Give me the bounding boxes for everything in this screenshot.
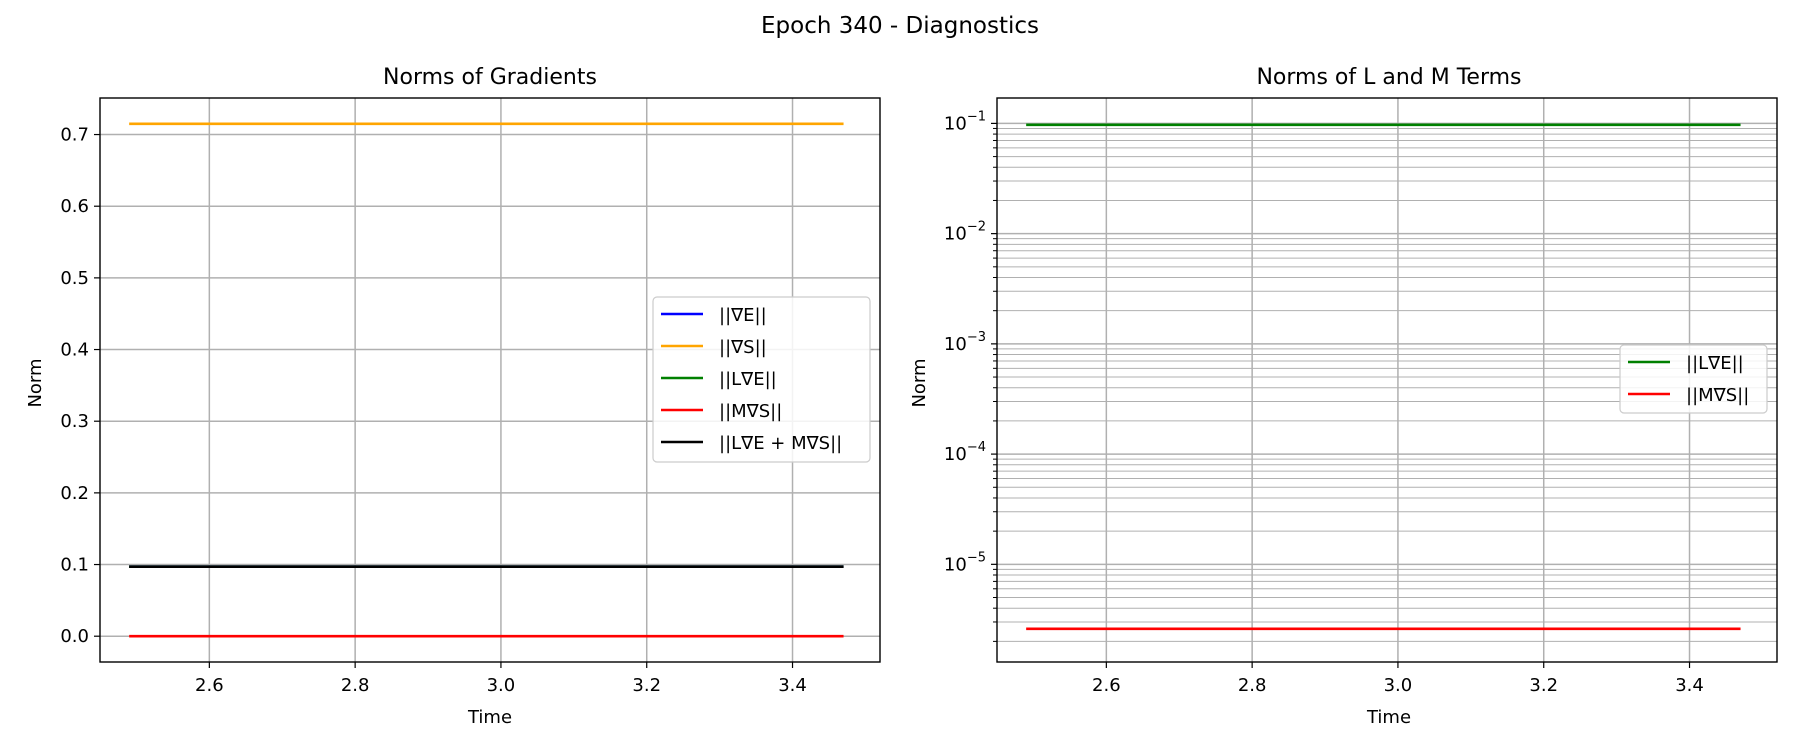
figure-suptitle: Epoch 340 - Diagnostics <box>761 13 1039 39</box>
y-tick-label: 0.3 <box>60 411 89 432</box>
y-tick-base: 10 <box>944 554 967 575</box>
x-tick-label: 2.6 <box>1092 675 1121 696</box>
panel-l-m-terms-title: Norms of L and M Terms <box>1256 65 1521 90</box>
legend-entry: ||∇S|| <box>719 337 767 358</box>
y-tick-base: 10 <box>944 334 967 355</box>
y-tick-exponent: −1 <box>967 109 986 124</box>
y-tick-label: 0.7 <box>60 125 89 146</box>
legend-entry: ||L∇E|| <box>719 369 777 390</box>
y-tick-label: 0.1 <box>60 555 89 576</box>
panel-l-m-terms-ylabel: Norm <box>909 358 930 407</box>
legend: ||∇E|| ||∇S|| ||L∇E|| ||M∇S|| ||L∇E + M∇S|| <box>652 296 871 463</box>
x-tick-label: 2.8 <box>1238 675 1267 696</box>
x-tick-label: 2.8 <box>341 675 370 696</box>
y-tick-base: 10 <box>944 113 967 134</box>
y-tick-label: 10−3 <box>944 330 986 355</box>
x-tick-label: 3.2 <box>632 675 661 696</box>
y-tick-label: 0.4 <box>60 340 89 361</box>
panel-gradients: Norms of Gradients Time Norm 2.6 2.8 3.0 3.… <box>25 65 881 728</box>
panel-l-m-terms: Norms of L and M Terms Time Norm 2.6 2.8 3… <box>909 65 1778 728</box>
legend-entry: ||∇E|| <box>719 305 767 326</box>
y-tick-exponent: −2 <box>967 220 986 235</box>
x-tick-label: 3.0 <box>1384 675 1413 696</box>
y-tick-label: 10−2 <box>944 220 986 245</box>
axes-frame <box>99 97 881 663</box>
x-tick-label: 3.2 <box>1529 675 1558 696</box>
legend-entry: ||M∇S|| <box>719 401 782 422</box>
y-tick-base: 10 <box>944 444 967 465</box>
x-tick-label: 3.4 <box>1675 675 1704 696</box>
panel-gradients-xlabel: Time <box>467 707 512 728</box>
panel-gradients-ylabel: Norm <box>25 358 46 407</box>
y-tick-label: 10−4 <box>944 440 986 465</box>
y-tick-label: 0.6 <box>60 196 89 217</box>
x-tick-label: 2.6 <box>195 675 224 696</box>
legend-entry: ||L∇E + M∇S|| <box>719 433 842 454</box>
x-tick-label: 3.0 <box>487 675 516 696</box>
y-tick-label: 0.0 <box>60 626 89 647</box>
panel-gradients-title: Norms of Gradients <box>383 65 597 90</box>
y-tick-exponent: −5 <box>967 550 986 565</box>
y-tick-label: 0.2 <box>60 483 89 504</box>
legend-box <box>652 296 871 463</box>
y-tick-base: 10 <box>944 224 967 245</box>
y-tick-label: 10−5 <box>944 550 986 575</box>
y-tick-exponent: −3 <box>967 330 986 345</box>
legend: ||L∇E|| ||M∇S|| <box>1619 344 1768 414</box>
legend-entry: ||M∇S|| <box>1686 385 1749 406</box>
axes-frame <box>996 97 1778 663</box>
legend-entry: ||L∇E|| <box>1686 353 1744 374</box>
y-tick-label: 0.5 <box>60 268 89 289</box>
x-tick-label: 3.4 <box>778 675 807 696</box>
y-tick-exponent: −4 <box>967 440 986 455</box>
panel-l-m-terms-xlabel: Time <box>1366 707 1411 728</box>
y-tick-label: 10−1 <box>944 109 986 134</box>
